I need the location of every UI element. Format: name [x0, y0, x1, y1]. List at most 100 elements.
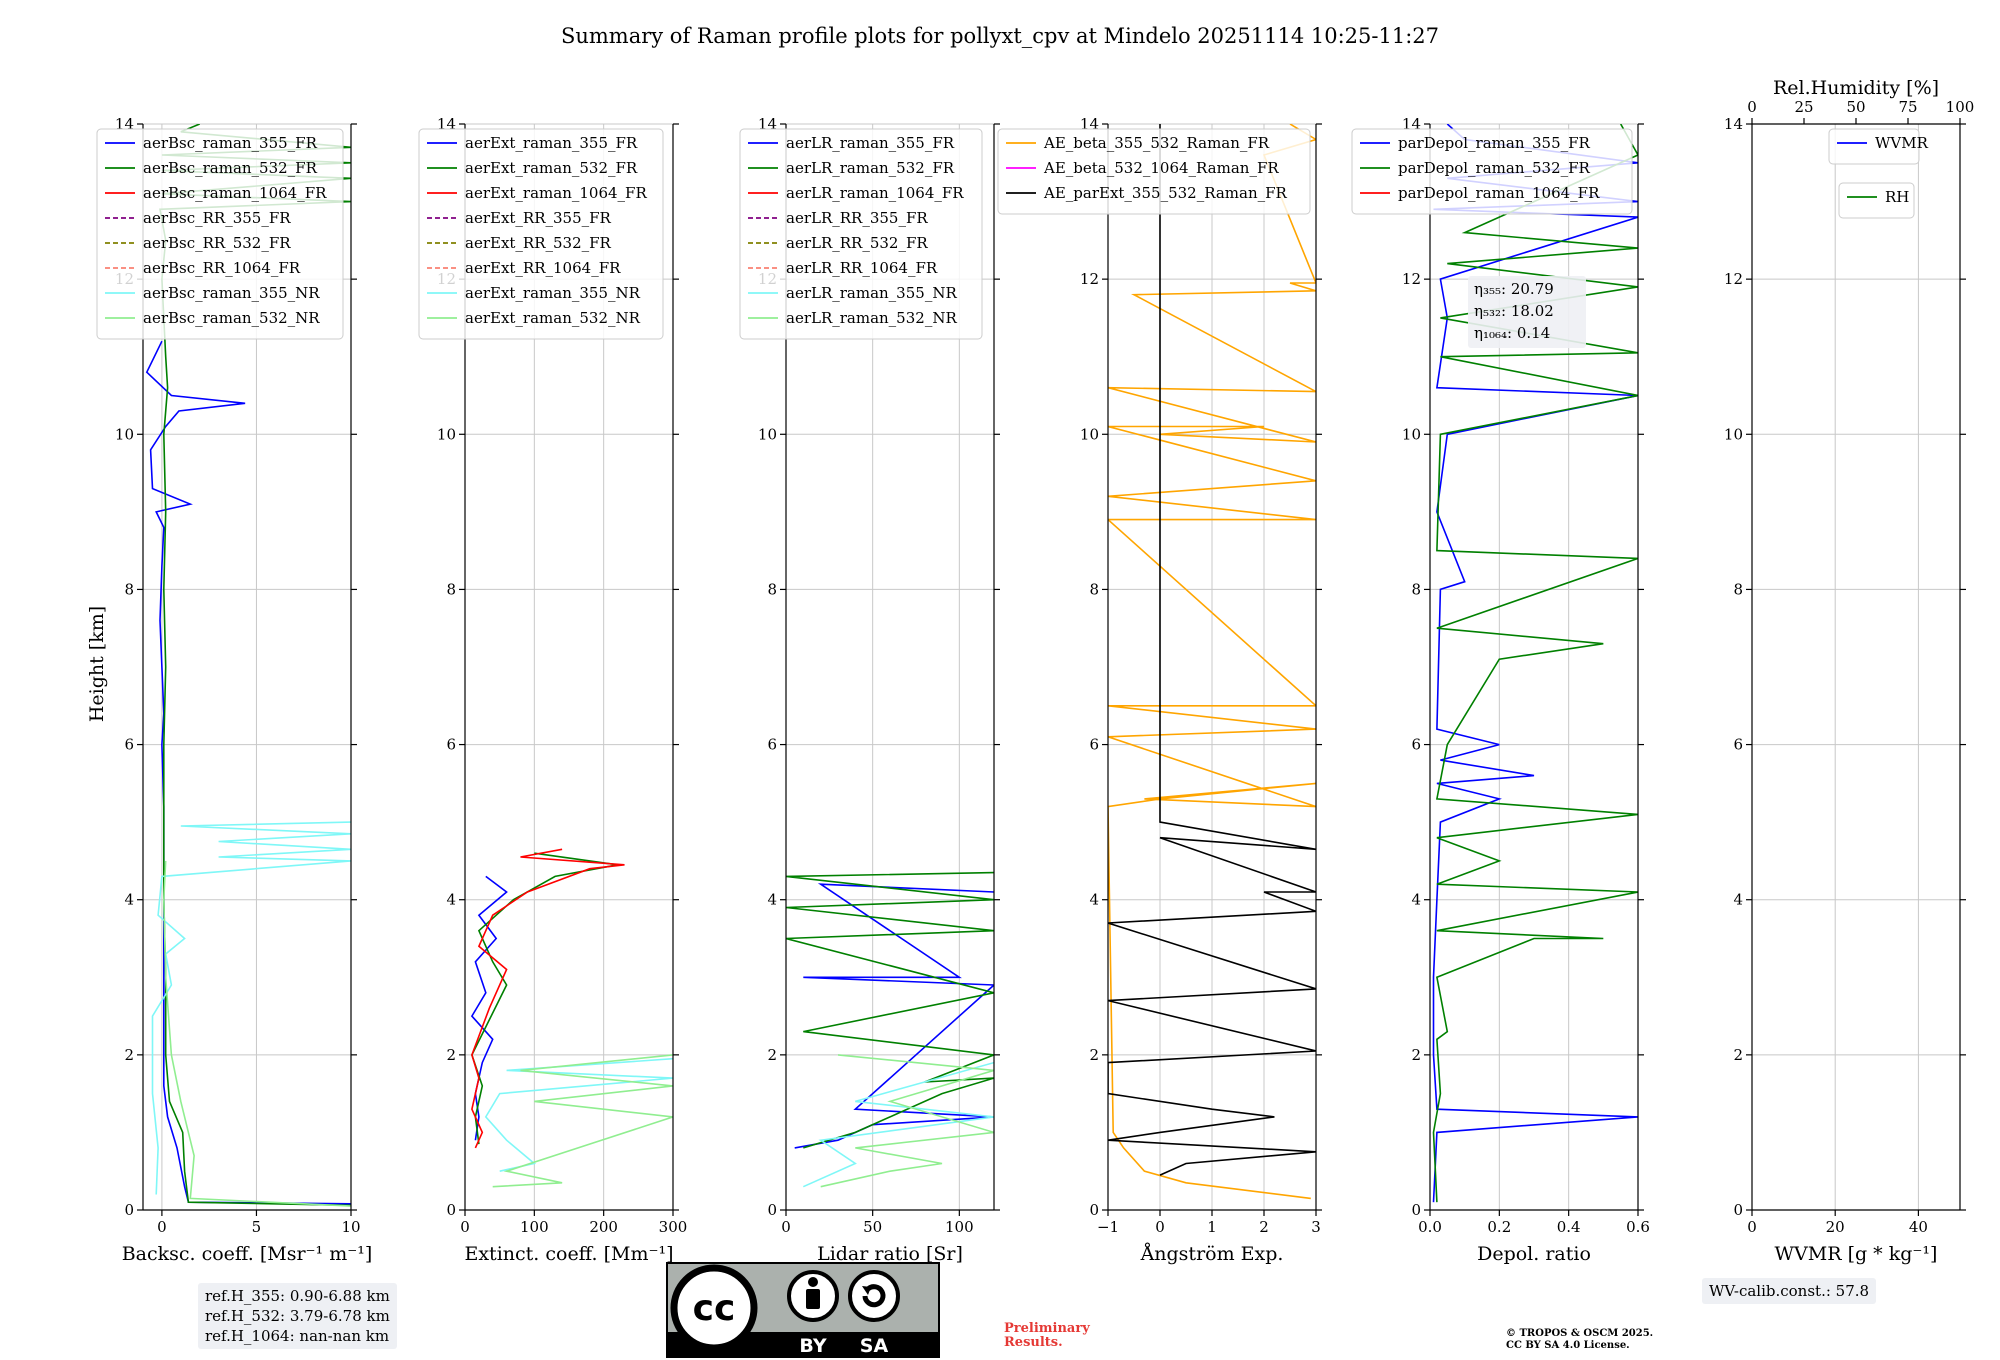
legend-label-parDepol_raman_355_FR: parDepol_raman_355_FR [1398, 134, 1591, 152]
ref-height-355: ref.H_355: 0.90-6.88 km [205, 1287, 390, 1305]
ref-height-532: ref.H_532: 3.79-6.78 km [205, 1307, 390, 1325]
badge-sa-label: SA [860, 1335, 889, 1357]
x-tick-label: 0.6 [1626, 1218, 1650, 1236]
legend-label-aerBsc_RR_1064_FR: aerBsc_RR_1064_FR [143, 259, 301, 277]
y-axis-label: Height [km] [86, 606, 108, 722]
y-tick-label: 0 [1089, 1201, 1099, 1219]
preliminary-line-1: Preliminary [1004, 1321, 1090, 1336]
x-tick-label: 0.2 [1487, 1218, 1511, 1236]
legend-label-AE_beta_532_1064_Raman_FR: AE_beta_532_1064_Raman_FR [1043, 159, 1279, 177]
legend-label-parDepol_raman_1064_FR: parDepol_raman_1064_FR [1398, 184, 1600, 202]
cc-logo-icon [670, 1264, 758, 1352]
legend-label-aerBsc_RR_532_FR: aerBsc_RR_532_FR [143, 234, 291, 252]
series-aerLR_raman_355_FR [794, 883, 994, 1149]
y-tick-label: 8 [1089, 580, 1099, 598]
figure-title: Summary of Raman profile plots for polly… [561, 24, 1439, 48]
share-alike-icon [848, 1270, 900, 1322]
x-axis-label: Backsc. coeff. [Msr⁻¹ m⁻¹] [122, 1243, 373, 1265]
reference-heights-box: ref.H_355: 0.90-6.88 km ref.H_532: 3.79-… [198, 1283, 397, 1349]
y-tick-label: 0 [1733, 1201, 1743, 1219]
x2-axis-label: Rel.Humidity [%] [1773, 77, 1939, 99]
y-tick-label: 8 [1411, 580, 1421, 598]
x-axis-label: WVMR [g * kg⁻¹] [1775, 1243, 1938, 1265]
y-tick-label: 10 [758, 425, 777, 443]
y-tick-label: 0 [124, 1201, 134, 1219]
legend-label-parDepol_raman_532_FR: parDepol_raman_532_FR [1398, 159, 1591, 177]
x-axis-label: Ångström Exp. [1140, 1243, 1284, 1265]
panel-extinction: 024681012140100200300Extinct. coeff. [Mm… [418, 115, 687, 1265]
x-tick-label: 0 [1747, 1218, 1757, 1236]
y-tick-label: 12 [1402, 270, 1421, 288]
legend-label-aerLR_raman_532_FR: aerLR_raman_532_FR [786, 159, 955, 177]
legend-label-aerBsc_raman_532_NR: aerBsc_raman_532_NR [143, 309, 320, 327]
series-aerExt_raman_1064_FR [471, 848, 625, 1149]
y-tick-label: 0 [1411, 1201, 1421, 1219]
series-aerExt_raman_355_NR [484, 1057, 673, 1172]
x-tick-label: 0 [781, 1218, 791, 1236]
y-tick-label: 2 [1411, 1046, 1421, 1064]
legend-wvmr [1828, 128, 1920, 165]
y-tick-label: 4 [767, 891, 777, 909]
x-tick-label: 20 [1826, 1218, 1845, 1236]
y-tick-label: 8 [446, 580, 456, 598]
y-tick-label: 4 [1089, 891, 1099, 909]
legend-label-aerExt_raman_532_NR: aerExt_raman_532_NR [465, 309, 641, 327]
series-aerExt_raman_355_FR [470, 875, 508, 1141]
panel-backscatter: 024681012140510Backsc. coeff. [Msr⁻¹ m⁻¹… [96, 115, 373, 1265]
y-tick-label: 2 [1089, 1046, 1099, 1064]
legend-label-aerExt_raman_532_FR: aerExt_raman_532_FR [465, 159, 638, 177]
chart-panels: 024681012140510Backsc. coeff. [Msr⁻¹ m⁻¹… [96, 77, 1975, 1265]
legend-label-aerBsc_raman_355_NR: aerBsc_raman_355_NR [143, 284, 320, 302]
legend-box [96, 128, 344, 340]
x-tick-label: 200 [589, 1218, 618, 1236]
cc-by-sa-badge: cc BY SA [666, 1262, 940, 1358]
x-tick-label: 40 [1909, 1218, 1928, 1236]
x-tick-label: 0 [157, 1218, 167, 1236]
series-aerExt_raman_532_NR [492, 1054, 673, 1188]
x-tick-label: 0.0 [1418, 1218, 1442, 1236]
series-aerBsc_raman_532_NR [162, 860, 351, 1207]
cc-logo-text: cc [693, 1288, 736, 1329]
y-tick-label: 2 [1733, 1046, 1743, 1064]
series-aerLR_raman_355_NR [802, 1061, 994, 1188]
legend-label-aerExt_raman_355_FR: aerExt_raman_355_FR [465, 134, 638, 152]
x2-tick-label: 50 [1846, 98, 1865, 116]
y-tick-label: 2 [124, 1046, 134, 1064]
series-aerExt_raman_532_FR [471, 852, 618, 1145]
copyright-note: © TROPOS & OSCM 2025. CC BY SA 4.0 Licen… [1506, 1328, 1653, 1352]
wv-calibration-box: WV-calib.const.: 57.8 [1702, 1278, 1877, 1304]
legend-label-aerExt_raman_1064_FR: aerExt_raman_1064_FR [465, 184, 647, 202]
y-tick-label: 6 [1411, 736, 1421, 754]
y-tick-label: 0 [446, 1201, 456, 1219]
series-aerLR_raman_532_NR [820, 1054, 994, 1188]
series-AE_parExt_355_532_Raman_FR [1108, 124, 1316, 1176]
legend-label-aerBsc_raman_1064_FR: aerBsc_raman_1064_FR [143, 184, 327, 202]
x-tick-label: −1 [1097, 1218, 1119, 1236]
legend-label-aerBsc_RR_355_FR: aerBsc_RR_355_FR [143, 209, 291, 227]
legend-label-aerExt_RR_355_FR: aerExt_RR_355_FR [465, 209, 612, 227]
y-tick-label: 10 [437, 425, 456, 443]
legend-label-aerLR_raman_355_NR: aerLR_raman_355_NR [786, 284, 957, 302]
x-tick-label: 0 [460, 1218, 470, 1236]
x-tick-label: 100 [945, 1218, 974, 1236]
legend-label-aerExt_raman_355_NR: aerExt_raman_355_NR [465, 284, 641, 302]
preliminary-line-2: Results. [1004, 1335, 1063, 1350]
badge-by-label: BY [799, 1335, 826, 1357]
eta-label-2: η₁₀₆₄: 0.14 [1474, 324, 1550, 342]
x2-tick-label: 100 [1946, 98, 1975, 116]
y-tick-label: 12 [1080, 270, 1099, 288]
y-tick-label: 8 [1733, 580, 1743, 598]
x-axis-label: Extinct. coeff. [Mm⁻¹] [464, 1243, 673, 1265]
y-tick-label: 4 [446, 891, 456, 909]
legend-label-aerLR_raman_355_FR: aerLR_raman_355_FR [786, 134, 955, 152]
x-axis-label: Lidar ratio [Sr] [817, 1243, 963, 1265]
legend-label-aerLR_raman_1064_FR: aerLR_raman_1064_FR [786, 184, 964, 202]
legend-label-aerExt_RR_1064_FR: aerExt_RR_1064_FR [465, 259, 621, 277]
legend-box [997, 128, 1311, 215]
x-tick-label: 100 [520, 1218, 549, 1236]
series-aerBsc_raman_355_NR [151, 821, 351, 1195]
legend-box [1351, 128, 1633, 215]
